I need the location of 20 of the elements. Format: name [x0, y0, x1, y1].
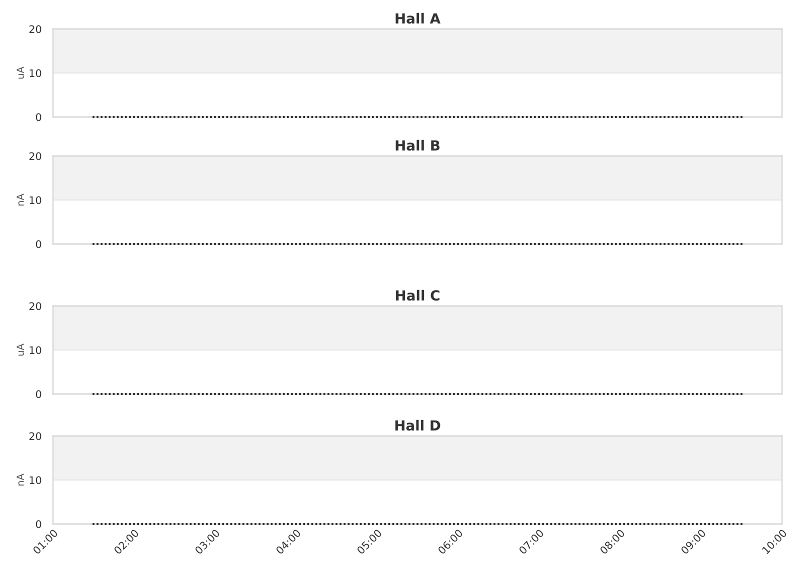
y-tick-label: 20: [29, 432, 42, 440]
y-axis-title: uA: [16, 344, 24, 356]
y-tick-label: 0: [36, 390, 42, 398]
chart-title: Hall C: [396, 290, 440, 301]
y-axis-title: nA: [16, 474, 24, 486]
y-tick-label: 20: [29, 152, 42, 160]
y-tick-label: 10: [30, 476, 42, 484]
y-axis-title: uA: [16, 66, 24, 79]
y-tick-label: 10: [30, 346, 42, 354]
chart-title: Hall D: [395, 420, 440, 431]
chart-title: Hall B: [396, 140, 440, 151]
y-tick-label: 0: [36, 113, 42, 122]
chart-title: Hall A: [396, 12, 440, 24]
y-tick-label: 10: [30, 69, 42, 78]
y-axis-title: nA: [16, 194, 24, 206]
y-tick-label: 10: [30, 196, 42, 204]
y-tick-label: 20: [29, 25, 42, 34]
y-tick-label: 0: [36, 520, 42, 528]
y-tick-label: 20: [29, 302, 42, 310]
y-tick-label: 0: [36, 240, 42, 248]
